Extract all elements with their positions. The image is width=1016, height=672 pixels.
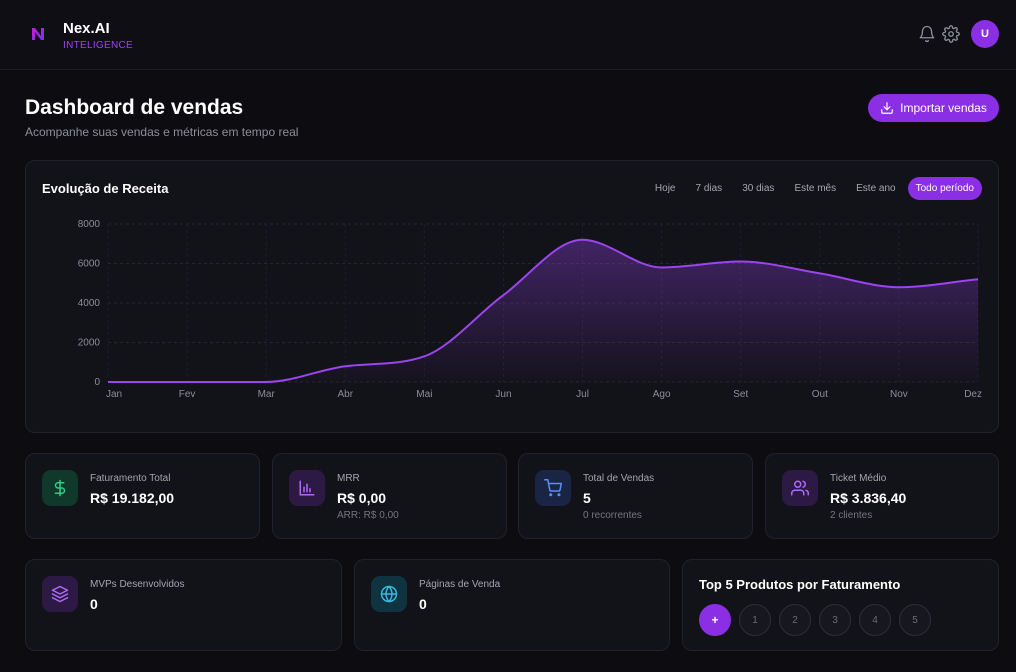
- filter-30-days[interactable]: 30 dias: [742, 183, 775, 194]
- stat-label: Faturamento Total: [90, 473, 171, 484]
- x-tick-label: Mar: [258, 389, 276, 400]
- user-avatar[interactable]: U: [971, 20, 999, 48]
- logo-icon[interactable]: [25, 21, 51, 47]
- brand-name: Nex.AI: [63, 20, 110, 37]
- rank-4-button[interactable]: 4: [859, 604, 891, 636]
- stat-label: Total de Vendas: [583, 473, 655, 484]
- stat-card-total-revenue: Faturamento Total R$ 19.182,00: [25, 453, 260, 539]
- rank-selector: + 1 2 3 4 5: [699, 604, 931, 636]
- filter-this-year[interactable]: Este ano: [856, 183, 896, 194]
- x-tick-label: Jun: [495, 389, 511, 400]
- dollar-icon: [42, 470, 78, 506]
- stat-sub: 2 clientes: [830, 510, 873, 521]
- x-tick-label: Jan: [106, 389, 122, 400]
- stat-value: R$ 19.182,00: [90, 490, 175, 506]
- rank-1-button[interactable]: 1: [739, 604, 771, 636]
- stat-value: R$ 0,00: [337, 490, 387, 506]
- x-tick-label: Mai: [416, 389, 432, 400]
- top-products-card: Top 5 Produtos por Faturamento + 1 2 3 4…: [682, 559, 999, 651]
- filter-7-days[interactable]: 7 dias: [695, 183, 723, 194]
- cart-icon: [535, 470, 571, 506]
- filter-this-month[interactable]: Este mês: [794, 183, 837, 194]
- stat-card-mrr: MRR R$ 0,00 ARR: R$ 0,00: [272, 453, 507, 539]
- y-tick-label: 2000: [78, 338, 101, 349]
- stat-label: Ticket Médio: [830, 473, 887, 484]
- revenue-line: [108, 238, 979, 384]
- stat-value: 0: [90, 596, 98, 612]
- revenue-chart: 0 2000 4000 6000 8000 Jan Fev Mar Abr Mai Jun Jul Ag…: [78, 219, 982, 400]
- brand-subtitle: INTELIGENCE: [63, 40, 133, 51]
- rank-2-button[interactable]: 2: [779, 604, 811, 636]
- x-tick-label: Fev: [179, 389, 196, 400]
- sales-pages-card: Páginas de Venda 0: [354, 559, 670, 651]
- x-tick-label: Ago: [653, 389, 671, 400]
- notification-bell-icon[interactable]: [918, 25, 936, 43]
- y-tick-label: 0: [94, 377, 100, 388]
- stat-value: 0: [419, 596, 427, 612]
- import-sales-label: Importar vendas: [900, 101, 987, 115]
- x-tick-label: Abr: [337, 389, 353, 400]
- import-sales-button[interactable]: Importar vendas: [868, 94, 999, 122]
- users-icon: [782, 470, 818, 506]
- stat-sub: 0 recorrentes: [583, 510, 642, 521]
- stat-value: 5: [583, 490, 591, 506]
- stat-label: MVPs Desenvolvidos: [90, 579, 185, 590]
- mvps-card: MVPs Desenvolvidos 0: [25, 559, 342, 651]
- bar-chart-icon: [289, 470, 325, 506]
- stat-label: MRR: [337, 473, 360, 484]
- rank-add-button[interactable]: +: [699, 604, 731, 636]
- download-icon: [881, 102, 893, 114]
- chart-title: Evolução de Receita: [42, 181, 169, 196]
- page-title: Dashboard de vendas: [25, 96, 244, 119]
- stat-label: Páginas de Venda: [419, 579, 501, 590]
- rank-3-button[interactable]: 3: [819, 604, 851, 636]
- x-tick-label: Out: [812, 389, 828, 400]
- page-subtitle: Acompanhe suas vendas e métricas em temp…: [25, 125, 299, 139]
- filter-all-time[interactable]: Todo período: [907, 177, 982, 200]
- top-bar: Nex.AI INTELIGENCE U: [0, 0, 1016, 70]
- stat-sub: ARR: R$ 0,00: [337, 510, 399, 521]
- x-tick-label: Dez: [964, 389, 982, 400]
- globe-icon: [371, 576, 407, 612]
- period-filters: Hoje 7 dias 30 dias Este mês Este ano To…: [647, 177, 982, 200]
- stat-card-total-sales: Total de Vendas 5 0 recorrentes: [518, 453, 753, 539]
- filter-today[interactable]: Hoje: [654, 183, 676, 194]
- x-tick-label: Nov: [890, 389, 908, 400]
- settings-gear-icon[interactable]: [942, 25, 960, 43]
- y-tick-label: 8000: [78, 219, 101, 230]
- y-tick-label: 6000: [78, 259, 101, 270]
- x-tick-label: Set: [733, 389, 748, 400]
- revenue-chart-card: 0 2000 4000 6000 8000 Jan Fev Mar Abr Mai Jun Jul Ag…: [25, 160, 999, 433]
- y-tick-label: 4000: [78, 298, 101, 309]
- stat-card-average-ticket: Ticket Médio R$ 3.836,40 2 clientes: [765, 453, 999, 539]
- rank-5-button[interactable]: 5: [899, 604, 931, 636]
- layers-icon: [42, 576, 78, 612]
- top-products-title: Top 5 Produtos por Faturamento: [699, 577, 901, 592]
- revenue-area: [108, 239, 978, 382]
- stat-value: R$ 3.836,40: [830, 490, 907, 506]
- x-tick-label: Jul: [576, 389, 589, 400]
